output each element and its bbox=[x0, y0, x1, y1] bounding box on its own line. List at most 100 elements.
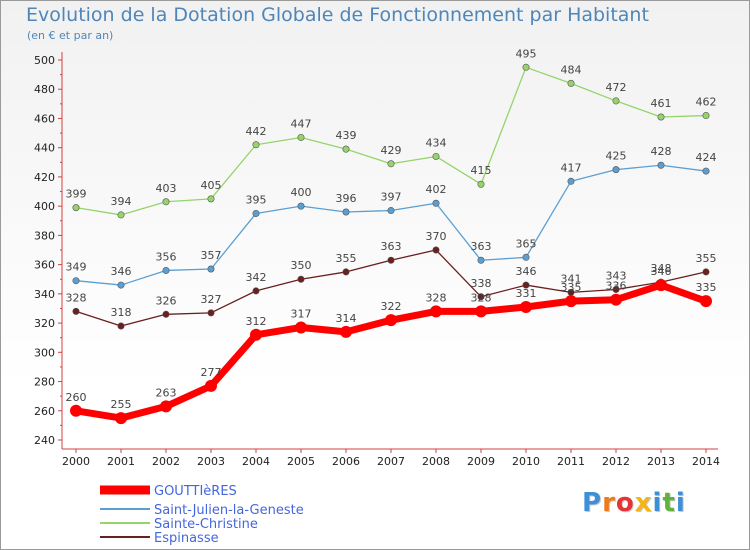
data-label-goutti-res: 331 bbox=[516, 287, 537, 300]
data-point-goutti-res bbox=[520, 301, 532, 313]
x-tick-label: 2011 bbox=[557, 455, 585, 468]
logo-letter: x bbox=[634, 488, 653, 518]
data-label-goutti-res: 255 bbox=[111, 398, 132, 411]
data-label-goutti-res: 328 bbox=[471, 291, 492, 304]
data-point-saint-julien-la-geneste bbox=[657, 161, 665, 169]
data-label-espinasse: 355 bbox=[696, 252, 717, 265]
y-tick-label: 400 bbox=[34, 200, 55, 213]
data-label-espinasse: 363 bbox=[381, 240, 402, 253]
x-tick-label: 2002 bbox=[152, 455, 180, 468]
data-label-saint-julien-la-geneste: 363 bbox=[471, 240, 492, 253]
data-point-sainte-christine bbox=[162, 198, 170, 206]
data-point-sainte-christine bbox=[432, 152, 440, 160]
data-label-espinasse: 341 bbox=[561, 272, 582, 285]
x-tick-label: 2010 bbox=[512, 455, 540, 468]
data-label-sainte-christine: 399 bbox=[66, 188, 87, 201]
data-point-saint-julien-la-geneste bbox=[207, 265, 215, 273]
x-tick-label: 2014 bbox=[692, 455, 720, 468]
y-tick-label: 260 bbox=[34, 405, 55, 418]
data-point-goutti-res bbox=[295, 321, 307, 334]
x-tick-label: 2012 bbox=[602, 455, 630, 468]
logo-letter: r bbox=[602, 488, 616, 518]
data-label-espinasse: 346 bbox=[516, 265, 537, 278]
x-tick-label: 2008 bbox=[422, 455, 450, 468]
data-label-goutti-res: 277 bbox=[201, 366, 222, 379]
data-label-goutti-res: 335 bbox=[696, 281, 717, 294]
series-layer bbox=[70, 63, 712, 425]
data-point-saint-julien-la-geneste bbox=[522, 253, 530, 261]
data-point-goutti-res bbox=[565, 295, 577, 308]
data-point-saint-julien-la-geneste bbox=[477, 256, 485, 264]
data-label-sainte-christine: 403 bbox=[156, 182, 177, 195]
data-point-sainte-christine bbox=[702, 112, 710, 120]
data-label-espinasse: 355 bbox=[336, 252, 357, 265]
data-point-saint-julien-la-geneste bbox=[432, 199, 440, 207]
data-point-espinasse bbox=[432, 246, 440, 254]
data-label-goutti-res: 314 bbox=[336, 312, 357, 325]
data-label-sainte-christine: 434 bbox=[426, 136, 447, 149]
data-label-goutti-res: 322 bbox=[381, 300, 402, 313]
x-tick-label: 2000 bbox=[62, 455, 90, 468]
data-label-sainte-christine: 472 bbox=[606, 81, 627, 94]
data-point-goutti-res bbox=[385, 314, 397, 327]
data-label-espinasse: 348 bbox=[651, 262, 672, 275]
data-label-espinasse: 343 bbox=[606, 269, 627, 282]
data-point-saint-julien-la-geneste bbox=[567, 177, 575, 185]
data-label-saint-julien-la-geneste: 356 bbox=[156, 250, 177, 263]
data-label-saint-julien-la-geneste: 346 bbox=[111, 265, 132, 278]
data-label-sainte-christine: 462 bbox=[696, 96, 717, 109]
data-point-sainte-christine bbox=[387, 160, 395, 168]
data-label-goutti-res: 263 bbox=[156, 386, 177, 399]
data-label-espinasse: 328 bbox=[66, 291, 87, 304]
data-point-espinasse bbox=[117, 322, 125, 330]
data-label-sainte-christine: 442 bbox=[246, 125, 267, 138]
data-point-espinasse bbox=[522, 281, 530, 289]
data-point-sainte-christine bbox=[657, 113, 665, 121]
data-label-sainte-christine: 394 bbox=[111, 195, 132, 208]
data-point-goutti-res bbox=[430, 305, 442, 318]
data-label-saint-julien-la-geneste: 357 bbox=[201, 249, 222, 262]
data-label-espinasse: 318 bbox=[111, 306, 132, 319]
data-point-saint-julien-la-geneste bbox=[297, 202, 305, 210]
data-point-goutti-res bbox=[250, 328, 262, 341]
data-label-sainte-christine: 405 bbox=[201, 179, 222, 192]
data-label-sainte-christine: 439 bbox=[336, 129, 357, 142]
x-tick-label: 2007 bbox=[377, 455, 405, 468]
data-point-sainte-christine bbox=[297, 133, 305, 141]
axes: 240 260 280 300 320 340 360 380 400 420 440 460 480 5… bbox=[34, 52, 720, 468]
data-point-goutti-res bbox=[655, 279, 667, 292]
logo-letter: i bbox=[652, 488, 663, 518]
data-point-espinasse bbox=[252, 287, 260, 295]
data-point-sainte-christine bbox=[477, 180, 485, 188]
y-tick-label: 380 bbox=[34, 229, 55, 242]
x-tick-label: 2003 bbox=[197, 455, 225, 468]
data-label-espinasse: 342 bbox=[246, 271, 267, 284]
data-label-saint-julien-la-geneste: 349 bbox=[66, 261, 87, 274]
data-point-espinasse bbox=[297, 275, 305, 283]
data-label-goutti-res: 346 bbox=[651, 265, 672, 278]
data-point-goutti-res bbox=[115, 412, 127, 425]
data-point-sainte-christine bbox=[522, 63, 530, 71]
data-point-saint-julien-la-geneste bbox=[702, 167, 710, 175]
data-label-saint-julien-la-geneste: 402 bbox=[426, 183, 447, 196]
data-label-espinasse: 327 bbox=[201, 293, 222, 306]
data-label-goutti-res: 335 bbox=[561, 281, 582, 294]
x-tick-label: 2006 bbox=[332, 455, 360, 468]
legend-label: Saint-Julien-la-Geneste bbox=[154, 503, 304, 518]
y-tick-label: 320 bbox=[34, 317, 55, 330]
x-tick-label: 2013 bbox=[647, 455, 675, 468]
data-point-goutti-res bbox=[70, 404, 82, 417]
y-tick-label: 360 bbox=[34, 259, 55, 272]
data-label-saint-julien-la-geneste: 424 bbox=[696, 151, 717, 164]
data-label-saint-julien-la-geneste: 417 bbox=[561, 161, 582, 174]
data-point-sainte-christine bbox=[252, 141, 260, 149]
data-point-goutti-res bbox=[610, 293, 622, 306]
x-tick-label: 2001 bbox=[107, 455, 135, 468]
data-point-espinasse bbox=[387, 256, 395, 264]
data-label-goutti-res: 328 bbox=[426, 291, 447, 304]
data-point-espinasse bbox=[477, 293, 485, 301]
data-label-espinasse: 370 bbox=[426, 230, 447, 243]
data-label-goutti-res: 312 bbox=[246, 315, 267, 328]
